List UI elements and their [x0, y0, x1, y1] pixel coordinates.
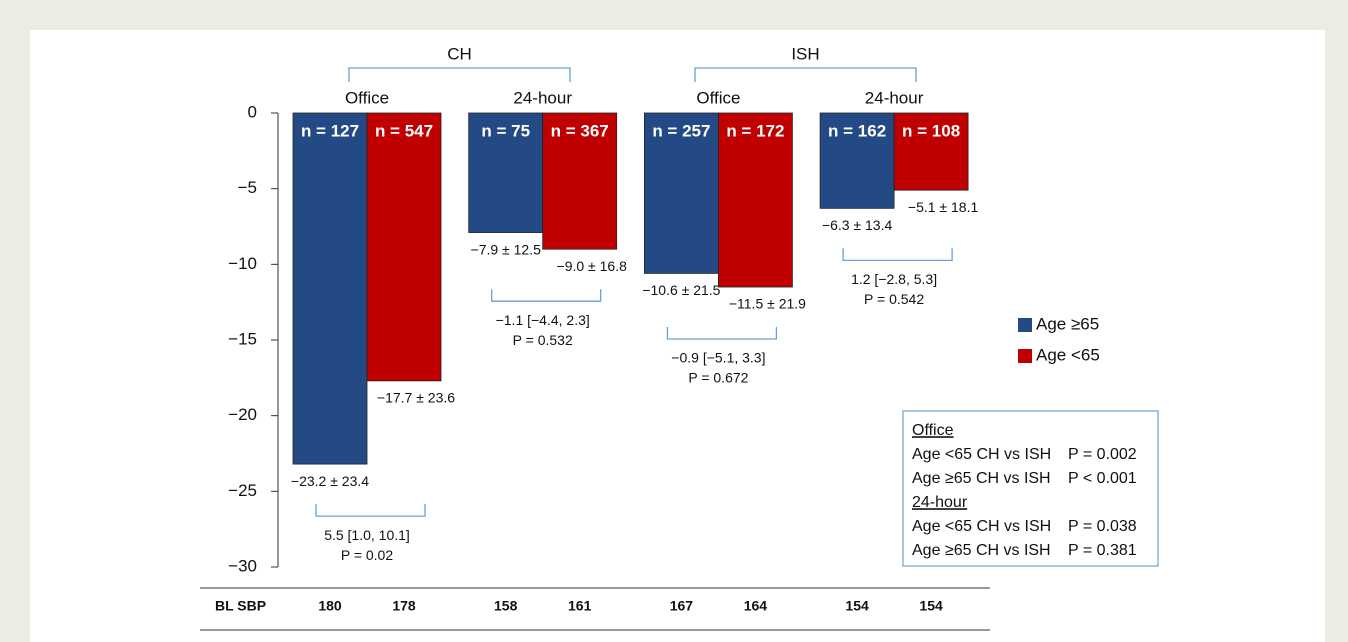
baseline-value: 158: [494, 598, 518, 614]
n-label: n = 547: [375, 121, 433, 140]
group-label: ISH: [791, 44, 819, 63]
n-label: n = 162: [828, 121, 886, 140]
category-label: Office: [345, 88, 389, 107]
comparison-difference: −1.1 [−4.4, 2.3]: [496, 312, 590, 328]
y-tick-label: −20: [228, 405, 257, 424]
comparison-bracket: [666, 327, 778, 340]
value-label: −11.5 ± 21.9: [729, 296, 806, 312]
bar: [366, 112, 442, 382]
notes-p: P = 0.381: [1068, 542, 1137, 559]
baseline-value: 154: [845, 598, 869, 614]
comparison-p: P = 0.02: [341, 547, 394, 563]
value-label: −10.6 ± 21.5: [642, 282, 720, 298]
legend-swatch: [1018, 349, 1032, 363]
notes-title: 24-hour: [912, 494, 968, 511]
value-label: −5.1 ± 18.1: [908, 199, 979, 215]
notes-title: Office: [912, 422, 954, 439]
baseline-value: 180: [318, 598, 342, 614]
value-label: −7.9 ± 12.5: [471, 241, 542, 257]
group-label: CH: [447, 44, 472, 63]
notes-p: P = 0.038: [1068, 518, 1137, 535]
notes-comparison: Age ≥65 CH vs ISH: [912, 542, 1051, 559]
notes-box: [902, 410, 1159, 567]
notes-comparison: Age <65 CH vs ISH: [912, 518, 1051, 535]
legend-label: Age <65: [1036, 345, 1100, 364]
comparison-p: P = 0.672: [688, 370, 748, 386]
comparison-difference: 1.2 [−2.8, 5.3]: [851, 271, 937, 287]
comparison-bracket: [842, 248, 953, 261]
value-label: −6.3 ± 13.4: [822, 217, 893, 233]
n-label: n = 108: [902, 121, 960, 140]
bar: [819, 112, 895, 209]
bar: [893, 112, 969, 191]
baseline-label: BL SBP: [215, 598, 266, 614]
n-label: n = 257: [652, 121, 710, 140]
bar: [468, 112, 544, 233]
value-label: −9.0 ± 16.8: [557, 258, 628, 274]
bar: [718, 112, 793, 288]
bar: [542, 112, 618, 250]
group-bracket: [348, 67, 571, 82]
bar: [292, 112, 368, 465]
comparison-p: P = 0.542: [864, 291, 924, 307]
notes-p: P < 0.001: [1068, 470, 1137, 487]
comparison-bracket: [491, 289, 602, 302]
legend-label: Age ≥65: [1036, 314, 1099, 333]
baseline-value: 178: [392, 598, 416, 614]
n-label: n = 367: [551, 121, 609, 140]
value-label: −23.2 ± 23.4: [291, 473, 369, 489]
baseline-value: 154: [919, 598, 943, 614]
n-label: n = 127: [301, 121, 359, 140]
comparison-p: P = 0.532: [513, 332, 573, 348]
baseline-value: 161: [568, 598, 592, 614]
baseline-value: 164: [744, 598, 768, 614]
legend-swatch: [1018, 318, 1032, 332]
y-tick-label: −25: [228, 481, 257, 500]
group-bracket: [694, 67, 917, 82]
comparison-bracket: [315, 504, 426, 517]
notes-comparison: Age ≥65 CH vs ISH: [912, 470, 1051, 487]
y-tick-label: −10: [228, 254, 257, 273]
y-tick-label: −15: [228, 329, 257, 348]
notes-comparison: Age <65 CH vs ISH: [912, 446, 1051, 463]
y-tick-label: −5: [238, 178, 257, 197]
category-label: 24-hour: [865, 88, 924, 107]
notes-p: P = 0.002: [1068, 446, 1137, 463]
comparison-difference: 5.5 [1.0, 10.1]: [324, 527, 410, 543]
n-label: n = 172: [726, 121, 784, 140]
y-tick-label: 0: [248, 102, 257, 121]
y-tick-label: −30: [228, 556, 257, 575]
baseline-value: 167: [670, 598, 694, 614]
category-label: 24-hour: [513, 88, 572, 107]
n-label: n = 75: [481, 121, 530, 140]
comparison-difference: −0.9 [−5.1, 3.3]: [671, 350, 765, 366]
category-label: Office: [696, 88, 740, 107]
bar: [644, 112, 719, 274]
value-label: −17.7 ± 23.6: [377, 390, 455, 406]
